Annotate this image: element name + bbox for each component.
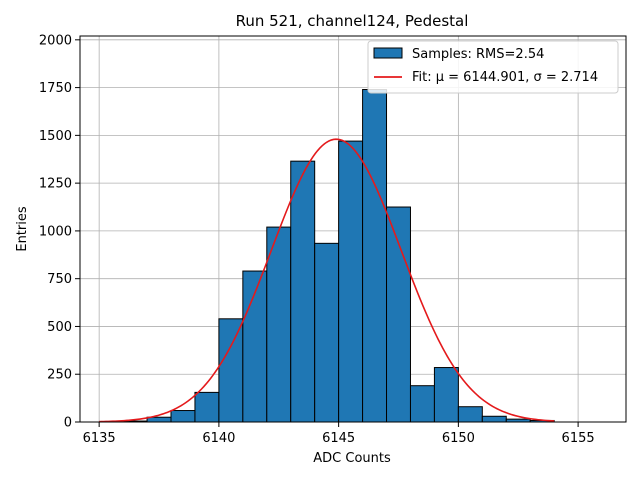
histogram-bar: [362, 89, 388, 423]
y-tick-label: 500: [47, 320, 72, 335]
histogram-bars: [122, 89, 555, 423]
y-tick-label: 2000: [39, 33, 72, 48]
histogram-bar: [266, 226, 292, 423]
x-tick-label: 6135: [83, 431, 116, 446]
histogram-bar: [338, 140, 364, 423]
x-axis-ticks: 6135 6140 6145 6150 6155: [83, 422, 595, 446]
legend-patch-samples: [373, 47, 403, 59]
legend-label-samples: Samples: RMS=2.54: [412, 47, 544, 62]
histogram-bar: [386, 206, 411, 423]
plot-frame: [79, 35, 627, 423]
histogram-bar: [218, 318, 244, 423]
y-tick-label: 750: [47, 272, 72, 287]
histogram-bar: [290, 160, 316, 423]
y-tick-label: 1250: [39, 177, 72, 192]
x-tick-label: 6155: [562, 431, 595, 446]
y-tick-label: 250: [47, 368, 72, 383]
histogram-bar: [314, 242, 340, 423]
histogram-bar: [457, 406, 483, 423]
legend-box: [367, 40, 619, 94]
legend-label-fit: Fit: μ = 6144.901, σ = 2.714: [412, 70, 598, 85]
y-tick-label: 1500: [39, 129, 72, 144]
histogram-bar: [409, 385, 435, 423]
y-tick-label: 1750: [39, 81, 72, 96]
histogram-bar: [433, 367, 459, 423]
x-tick-label: 6150: [442, 431, 475, 446]
y-axis-ticks: 0 250 500 750 1000 1250 1500 1750 2000: [39, 33, 80, 431]
y-axis-label: Entries: [15, 206, 30, 252]
x-tick-label: 6140: [202, 431, 235, 446]
legend: Samples: RMS=2.54 Fit: μ = 6144.901, σ =…: [367, 40, 619, 94]
x-axis-label: ADC Counts: [313, 451, 391, 466]
fit-curve: [99, 138, 555, 423]
y-tick-label: 1000: [39, 224, 72, 239]
y-tick-label: 0: [64, 416, 72, 431]
histogram-bar: [481, 415, 507, 423]
chart-title: Run 521, channel124, Pedestal: [236, 12, 469, 30]
histogram-bar: [170, 410, 196, 423]
x-tick-label: 6145: [322, 431, 355, 446]
fit-curve-layer: [99, 138, 555, 423]
histogram-bar: [194, 391, 220, 423]
